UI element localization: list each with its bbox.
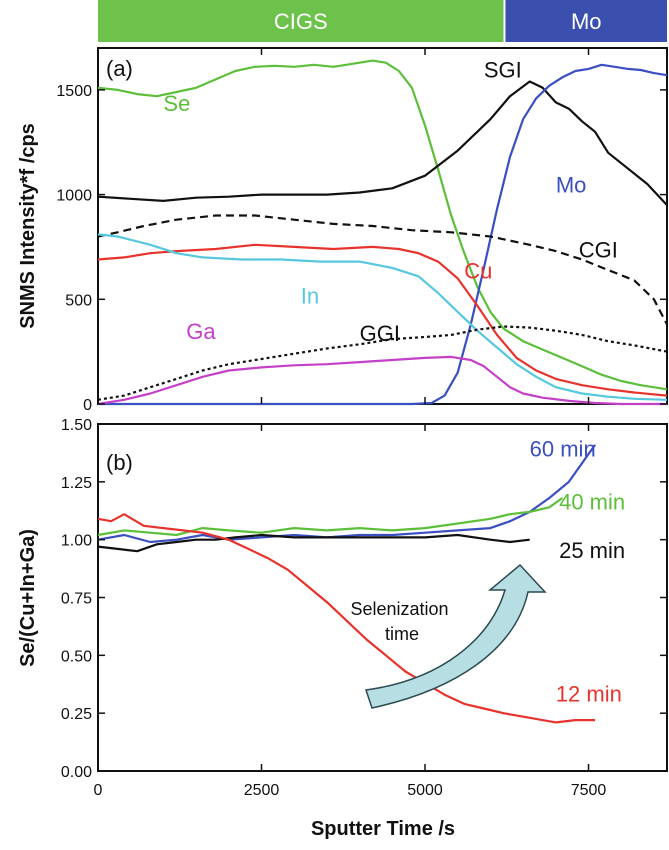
25-min-series-line (97, 533, 530, 553)
cu-series-label: Cu (464, 258, 492, 283)
y-tick-label: 0.00 (61, 764, 92, 781)
panel-b-y-ticks: 0.00 0.25 0.50 0.75 1.00 1.25 1.50 (61, 417, 667, 781)
panel-a-intensity-plot: 0 500 1000 1500 Se SGI Mo CGI Cu In GGI Ga (a) (56, 47, 668, 414)
x-tick-label: 7500 (571, 782, 607, 799)
y-tick-label: 500 (65, 292, 92, 309)
cigs-region-band (98, 0, 504, 42)
y-tick-label: 0.50 (61, 648, 92, 665)
y-tick-label: 1000 (56, 188, 92, 205)
ga-series-label: Ga (186, 319, 216, 344)
panel-a-y-ticks: 0 500 1000 1500 (56, 83, 667, 414)
panel-b-ratio-plot: 0.00 0.25 0.50 0.75 1.00 1.25 1.50 0 2500 5000 75… (61, 417, 668, 799)
y-tick-label: 1.00 (61, 533, 92, 550)
panel-b-label: (b) (106, 450, 133, 475)
x-tick-label: 5000 (407, 782, 443, 799)
60-min-series-line (97, 444, 596, 544)
y-tick-label: 1500 (56, 83, 92, 100)
panel-a-y-axis-title: SNMS Intensity*f /cps (17, 123, 39, 329)
40-min-series-label: 40 min (559, 490, 625, 515)
cgi-series-line (97, 214, 668, 325)
panel-a-series-labels: Se SGI Mo CGI Cu In GGI Ga (163, 57, 617, 346)
25-min-series-label: 25 min (559, 538, 625, 563)
in-series-line (97, 233, 668, 401)
mo-series-label: Mo (556, 172, 587, 197)
y-tick-label: 1.50 (61, 417, 92, 434)
mo-region-band (505, 0, 667, 42)
y-tick-label: 1.25 (61, 475, 92, 492)
layer-region-bands: CIGS Mo (98, 0, 667, 42)
ggi-series-line (97, 325, 668, 401)
panel-b-series-labels: 60 min 40 min 25 min 12 min (530, 436, 625, 706)
ga-series-line (97, 355, 667, 406)
panel-b-series-lines (97, 444, 596, 724)
se-series-line (97, 59, 668, 391)
panel-b-x-ticks: 0 2500 5000 7500 (94, 424, 607, 799)
panel-b-y-axis-title: Se/(Cu+In+Ga) (17, 529, 39, 667)
ggi-series-label: GGI (360, 321, 400, 346)
y-tick-label: 0 (83, 397, 92, 414)
60-min-series-label: 60 min (530, 436, 596, 461)
cigs-region-label: CIGS (274, 9, 328, 34)
mo-series-line (98, 63, 668, 406)
12-min-series-label: 12 min (556, 682, 622, 707)
cgi-series-label: CGI (579, 237, 618, 262)
panel-a-x-ticks (97, 48, 590, 404)
mo-region-label: Mo (571, 9, 602, 34)
x-axis-title: Sputter Time /s (311, 818, 455, 840)
panel-a-label: (a) (106, 56, 133, 81)
x-tick-label: 0 (94, 782, 103, 799)
panel-b-frame (97, 423, 668, 772)
y-tick-label: 0.25 (61, 706, 92, 723)
panel-a-series-lines (97, 59, 668, 406)
x-tick-label: 2500 (244, 782, 280, 799)
12-min-series-line (97, 513, 596, 724)
sgi-series-label: SGI (484, 57, 522, 82)
selenization-curved-arrow (365, 563, 547, 709)
cu-series-line (97, 243, 668, 397)
se-series-label: Se (163, 91, 190, 116)
in-series-label: In (301, 283, 319, 308)
40-min-series-line (97, 497, 564, 537)
y-tick-label: 0.75 (61, 591, 92, 608)
selenization-annotation: Selenization time (350, 599, 453, 644)
sgi-series-line (97, 80, 668, 206)
